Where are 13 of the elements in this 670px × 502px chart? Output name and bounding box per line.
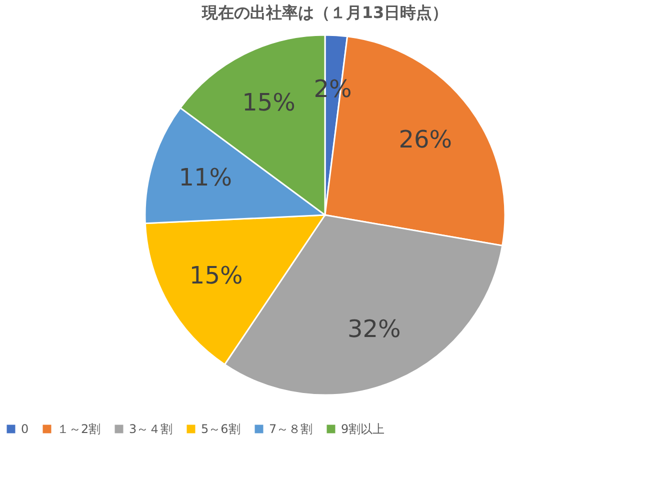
data-label: 26% <box>398 126 452 154</box>
legend-label: １～2割 <box>57 422 101 436</box>
data-label: 2% <box>314 75 352 104</box>
legend-label: 3～４割 <box>129 422 173 436</box>
legend-label: 9割以上 <box>341 422 385 436</box>
legend-label: 5～6割 <box>201 422 240 436</box>
data-label: 15% <box>189 261 243 290</box>
data-label: 32% <box>348 314 401 343</box>
legend-label: 7～８割 <box>269 422 313 436</box>
data-label: 15% <box>242 88 296 116</box>
chart-title: 現在の出社率は（１月13日時点） <box>200 3 448 22</box>
data-label: 11% <box>178 164 232 192</box>
legend-label: 0 <box>21 422 29 436</box>
